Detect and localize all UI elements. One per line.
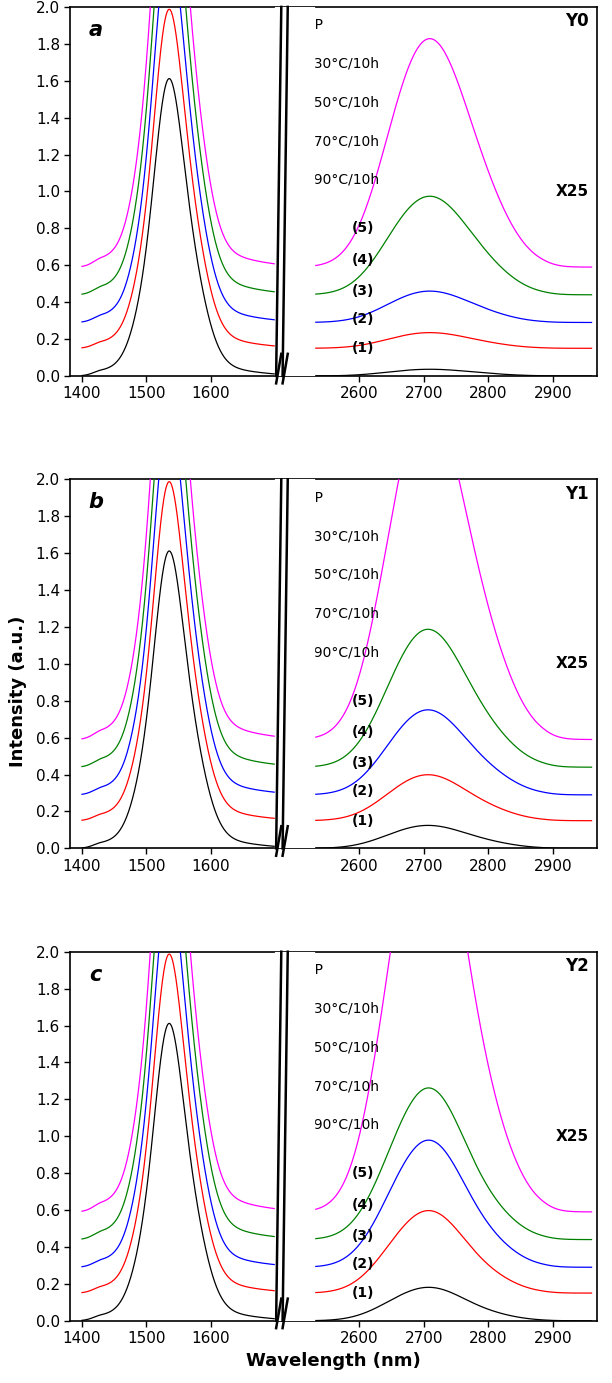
Bar	[275, 7, 314, 376]
Text: (4): (4)	[352, 253, 375, 267]
Text: b: b	[89, 492, 104, 512]
Text: (1): (1)	[352, 813, 375, 827]
Text: (2) 430°C/10h: (2) 430°C/10h	[281, 530, 379, 544]
Text: (2) 430°C/10h: (2) 430°C/10h	[281, 1001, 379, 1015]
X-axis label: Wavelength (nm): Wavelength (nm)	[246, 1351, 421, 1369]
Text: (5): (5)	[352, 1166, 375, 1180]
Text: (3): (3)	[352, 284, 375, 299]
Text: Y2: Y2	[565, 957, 589, 975]
Text: Intensity (a.u.): Intensity (a.u.)	[9, 615, 27, 768]
Text: X25: X25	[556, 1129, 589, 1144]
Text: Y0: Y0	[565, 12, 589, 30]
Text: (2) 430°C/10h: (2) 430°C/10h	[281, 57, 379, 71]
Text: (1) AP: (1) AP	[281, 491, 323, 505]
Bar	[275, 952, 314, 1321]
Text: c: c	[89, 964, 101, 985]
Text: (2): (2)	[352, 311, 375, 326]
Text: (5): (5)	[352, 694, 375, 708]
Text: (1) AP: (1) AP	[281, 18, 323, 32]
Text: (4) 470°C/10h: (4) 470°C/10h	[281, 134, 379, 148]
Text: (5) 490°C/10h: (5) 490°C/10h	[281, 1117, 379, 1131]
Text: (3) 450°C/10h: (3) 450°C/10h	[281, 568, 379, 582]
Text: (3) 450°C/10h: (3) 450°C/10h	[281, 95, 379, 109]
Text: (1): (1)	[352, 1286, 375, 1300]
Text: (1): (1)	[352, 342, 375, 355]
Text: (4): (4)	[352, 1198, 375, 1212]
Text: Y1: Y1	[565, 485, 589, 503]
Text: (2): (2)	[352, 1257, 375, 1271]
Text: X25: X25	[556, 184, 589, 199]
Text: (5) 490°C/10h: (5) 490°C/10h	[281, 646, 379, 660]
Text: (3): (3)	[352, 757, 375, 770]
Text: (3) 450°C/10h: (3) 450°C/10h	[281, 1040, 379, 1054]
Text: (2): (2)	[352, 784, 375, 798]
Text: (1) AP: (1) AP	[281, 963, 323, 976]
Text: a: a	[89, 19, 103, 40]
Text: (4) 470°C/10h: (4) 470°C/10h	[281, 1079, 379, 1093]
Text: (4) 470°C/10h: (4) 470°C/10h	[281, 607, 379, 621]
Bar	[275, 480, 314, 848]
Text: (3): (3)	[352, 1229, 375, 1243]
Text: (5) 490°C/10h: (5) 490°C/10h	[281, 173, 379, 187]
Text: (5): (5)	[352, 221, 375, 235]
Text: X25: X25	[556, 657, 589, 671]
Text: (4): (4)	[352, 725, 375, 739]
